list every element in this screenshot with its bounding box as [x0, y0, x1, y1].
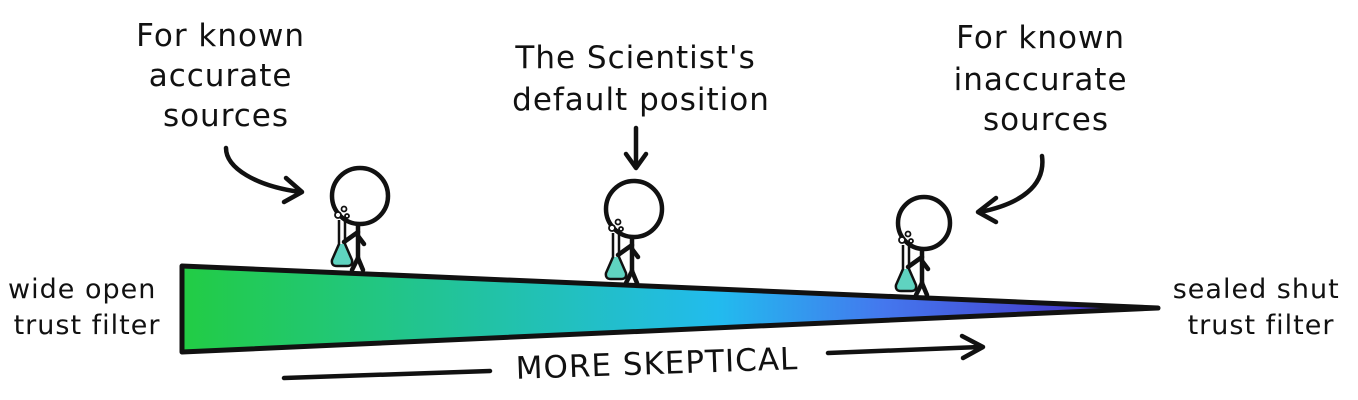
inaccurate-callout-arrow-icon [975, 153, 1045, 225]
accurate-callout-line-3: sources [163, 98, 289, 134]
sealed-shut-line-2: trust filter [1188, 310, 1335, 341]
flask-icon [330, 205, 354, 268]
flask-icon [894, 230, 918, 293]
accurate-callout-line-1: For known [136, 18, 305, 54]
default-position-callout: The Scientist's default position [512, 40, 770, 118]
flask-icon [604, 218, 628, 281]
inaccurate-sources-callout: For known inaccurate sources [954, 20, 1139, 138]
axis-arrowhead-icon [959, 333, 986, 361]
inaccurate-callout-line-2: inaccurate [954, 62, 1128, 98]
default-callout-arrow-icon [623, 125, 649, 171]
accurate-callout-line-2: accurate [149, 58, 293, 94]
axis-line-left [281, 368, 493, 381]
default-callout-line-1: The Scientist's [514, 40, 755, 76]
default-callout-line-2: default position [512, 82, 770, 118]
scientist-figures [329, 165, 953, 298]
axis-line-right [825, 344, 983, 356]
scientist-with-flask-icon [603, 178, 665, 286]
wide-open-line-2: trust filter [14, 310, 161, 341]
accurate-callout-arrow-icon [223, 145, 305, 205]
wide-open-line-1: wide open [8, 274, 156, 305]
inaccurate-callout-line-3: sources [983, 102, 1109, 138]
accurate-sources-callout: For known accurate sources [136, 18, 316, 134]
sealed-shut-line-1: sealed shut [1173, 274, 1340, 305]
wide-open-label: wide open trust filter [8, 274, 166, 341]
inaccurate-callout-line-1: For known [956, 20, 1125, 56]
sealed-shut-label: sealed shut trust filter [1173, 274, 1350, 341]
trust-filter-wedge [179, 263, 1161, 355]
scientist-with-flask-icon [894, 194, 953, 298]
axis-label: MORE SKEPTICAL [515, 341, 799, 387]
scientist-with-flask-icon [329, 165, 391, 273]
